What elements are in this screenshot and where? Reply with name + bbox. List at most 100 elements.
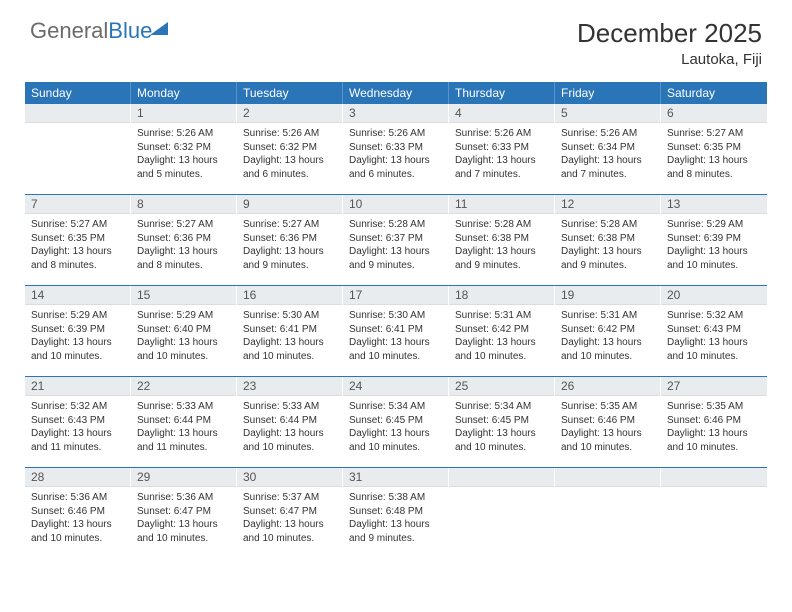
day-cell: 13Sunrise: 5:29 AMSunset: 6:39 PMDayligh… — [661, 195, 767, 283]
day-number: 26 — [555, 377, 660, 396]
day-body: Sunrise: 5:32 AMSunset: 6:43 PMDaylight:… — [661, 305, 767, 369]
day-cell: 16Sunrise: 5:30 AMSunset: 6:41 PMDayligh… — [237, 286, 343, 374]
day-body: Sunrise: 5:29 AMSunset: 6:39 PMDaylight:… — [25, 305, 130, 369]
sunset-line: Sunset: 6:45 PM — [455, 414, 548, 428]
day-cell: 6Sunrise: 5:27 AMSunset: 6:35 PMDaylight… — [661, 104, 767, 192]
sunset-line: Sunset: 6:39 PM — [31, 323, 124, 337]
sunrise-line: Sunrise: 5:38 AM — [349, 491, 442, 505]
sunrise-line: Sunrise: 5:26 AM — [349, 127, 442, 141]
daylight-line: Daylight: 13 hours and 7 minutes. — [561, 154, 654, 181]
week-row: 7Sunrise: 5:27 AMSunset: 6:35 PMDaylight… — [25, 194, 767, 283]
day-number: 8 — [131, 195, 236, 214]
day-number: 6 — [661, 104, 767, 123]
daylight-line: Daylight: 13 hours and 10 minutes. — [137, 336, 230, 363]
day-body: Sunrise: 5:33 AMSunset: 6:44 PMDaylight:… — [131, 396, 236, 460]
day-cell — [449, 468, 555, 556]
calendar-grid: 1Sunrise: 5:26 AMSunset: 6:32 PMDaylight… — [25, 104, 767, 556]
day-body: Sunrise: 5:30 AMSunset: 6:41 PMDaylight:… — [343, 305, 448, 369]
sunset-line: Sunset: 6:32 PM — [137, 141, 230, 155]
sunrise-line: Sunrise: 5:29 AM — [137, 309, 230, 323]
daylight-line: Daylight: 13 hours and 10 minutes. — [561, 427, 654, 454]
day-number: 3 — [343, 104, 448, 123]
day-cell: 25Sunrise: 5:34 AMSunset: 6:45 PMDayligh… — [449, 377, 555, 465]
day-number: 28 — [25, 468, 130, 487]
sunrise-line: Sunrise: 5:33 AM — [137, 400, 230, 414]
day-number: 14 — [25, 286, 130, 305]
day-body: Sunrise: 5:27 AMSunset: 6:36 PMDaylight:… — [237, 214, 342, 278]
day-cell: 23Sunrise: 5:33 AMSunset: 6:44 PMDayligh… — [237, 377, 343, 465]
sunset-line: Sunset: 6:47 PM — [243, 505, 336, 519]
sunrise-line: Sunrise: 5:31 AM — [455, 309, 548, 323]
day-cell: 24Sunrise: 5:34 AMSunset: 6:45 PMDayligh… — [343, 377, 449, 465]
day-body: Sunrise: 5:30 AMSunset: 6:41 PMDaylight:… — [237, 305, 342, 369]
day-body: Sunrise: 5:31 AMSunset: 6:42 PMDaylight:… — [555, 305, 660, 369]
day-cell: 20Sunrise: 5:32 AMSunset: 6:43 PMDayligh… — [661, 286, 767, 374]
day-cell: 7Sunrise: 5:27 AMSunset: 6:35 PMDaylight… — [25, 195, 131, 283]
day-cell: 11Sunrise: 5:28 AMSunset: 6:38 PMDayligh… — [449, 195, 555, 283]
weekday-header: Thursday — [449, 82, 555, 104]
day-cell — [25, 104, 131, 192]
day-number: 25 — [449, 377, 554, 396]
day-cell: 26 Sunrise: 5:35 AMSunset: 6:46 PMDayligh… — [555, 377, 661, 465]
daylight-line: Daylight: 13 hours and 11 minutes. — [137, 427, 230, 454]
day-number: 5 — [555, 104, 660, 123]
day-body: Sunrise: 5:33 AMSunset: 6:44 PMDaylight:… — [237, 396, 342, 460]
day-number: 21 — [25, 377, 130, 396]
day-cell: 8Sunrise: 5:27 AMSunset: 6:36 PMDaylight… — [131, 195, 237, 283]
day-number: 18 — [449, 286, 554, 305]
day-number: 20 — [661, 286, 767, 305]
sunset-line: Sunset: 6:33 PM — [349, 141, 442, 155]
day-number-empty — [449, 468, 554, 487]
daylight-line: Daylight: 13 hours and 10 minutes. — [31, 336, 124, 363]
logo-word2: Blue — [108, 18, 152, 43]
sunrise-line: Sunrise: 5:31 AM — [561, 309, 654, 323]
daylight-line: Daylight: 13 hours and 6 minutes. — [243, 154, 336, 181]
day-cell: 18Sunrise: 5:31 AMSunset: 6:42 PMDayligh… — [449, 286, 555, 374]
day-body: Sunrise: 5:26 AMSunset: 6:33 PMDaylight:… — [449, 123, 554, 187]
sunrise-line: Sunrise: 5:27 AM — [243, 218, 336, 232]
day-number: 19 — [555, 286, 660, 305]
day-number: 31 — [343, 468, 448, 487]
day-number: 24 — [343, 377, 448, 396]
daylight-line: Daylight: 13 hours and 9 minutes. — [349, 245, 442, 272]
sunrise-line: Sunrise: 5:35 AM — [561, 400, 654, 414]
sunrise-line: Sunrise: 5:26 AM — [561, 127, 654, 141]
day-cell: 27Sunrise: 5:35 AMSunset: 6:46 PMDayligh… — [661, 377, 767, 465]
sunset-line: Sunset: 6:40 PM — [137, 323, 230, 337]
day-number: 4 — [449, 104, 554, 123]
sunset-line: Sunset: 6:33 PM — [455, 141, 548, 155]
sunrise-line: Sunrise: 5:36 AM — [137, 491, 230, 505]
sunset-line: Sunset: 6:44 PM — [243, 414, 336, 428]
title-block: December 2025 Lautoka, Fiji — [577, 18, 762, 68]
day-cell: 5Sunrise: 5:26 AMSunset: 6:34 PMDaylight… — [555, 104, 661, 192]
daylight-line: Daylight: 13 hours and 11 minutes. — [31, 427, 124, 454]
day-cell: 2Sunrise: 5:26 AMSunset: 6:32 PMDaylight… — [237, 104, 343, 192]
sunrise-line: Sunrise: 5:30 AM — [349, 309, 442, 323]
day-body: Sunrise: 5:27 AMSunset: 6:35 PMDaylight:… — [25, 214, 130, 278]
daylight-line: Daylight: 13 hours and 6 minutes. — [349, 154, 442, 181]
day-body: Sunrise: 5:28 AMSunset: 6:38 PMDaylight:… — [555, 214, 660, 278]
day-body: Sunrise: 5:36 AMSunset: 6:46 PMDaylight:… — [25, 487, 130, 551]
day-cell: 14Sunrise: 5:29 AMSunset: 6:39 PMDayligh… — [25, 286, 131, 374]
daylight-line: Daylight: 13 hours and 10 minutes. — [455, 336, 548, 363]
day-cell: 15Sunrise: 5:29 AMSunset: 6:40 PMDayligh… — [131, 286, 237, 374]
day-cell: 28Sunrise: 5:36 AMSunset: 6:46 PMDayligh… — [25, 468, 131, 556]
sunrise-line: Sunrise: 5:29 AM — [667, 218, 761, 232]
day-body: Sunrise: 5:38 AMSunset: 6:48 PMDaylight:… — [343, 487, 448, 551]
day-body: Sunrise: 5:29 AMSunset: 6:39 PMDaylight:… — [661, 214, 767, 278]
day-cell: 22Sunrise: 5:33 AMSunset: 6:44 PMDayligh… — [131, 377, 237, 465]
daylight-line: Daylight: 13 hours and 10 minutes. — [455, 427, 548, 454]
day-cell: 31Sunrise: 5:38 AMSunset: 6:48 PMDayligh… — [343, 468, 449, 556]
day-cell: 19Sunrise: 5:31 AMSunset: 6:42 PMDayligh… — [555, 286, 661, 374]
calendar: SundayMondayTuesdayWednesdayThursdayFrid… — [25, 82, 767, 556]
sunset-line: Sunset: 6:46 PM — [561, 414, 654, 428]
sunrise-line: Sunrise: 5:29 AM — [31, 309, 124, 323]
sunrise-line: Sunrise: 5:27 AM — [667, 127, 761, 141]
daylight-line: Daylight: 13 hours and 8 minutes. — [667, 154, 761, 181]
sunrise-line: Sunrise: 5:28 AM — [561, 218, 654, 232]
weekday-header: Tuesday — [237, 82, 343, 104]
weekday-header: Monday — [131, 82, 237, 104]
sunrise-line: Sunrise: 5:27 AM — [137, 218, 230, 232]
sunrise-line: Sunrise: 5:37 AM — [243, 491, 336, 505]
daylight-line: Daylight: 13 hours and 8 minutes. — [137, 245, 230, 272]
